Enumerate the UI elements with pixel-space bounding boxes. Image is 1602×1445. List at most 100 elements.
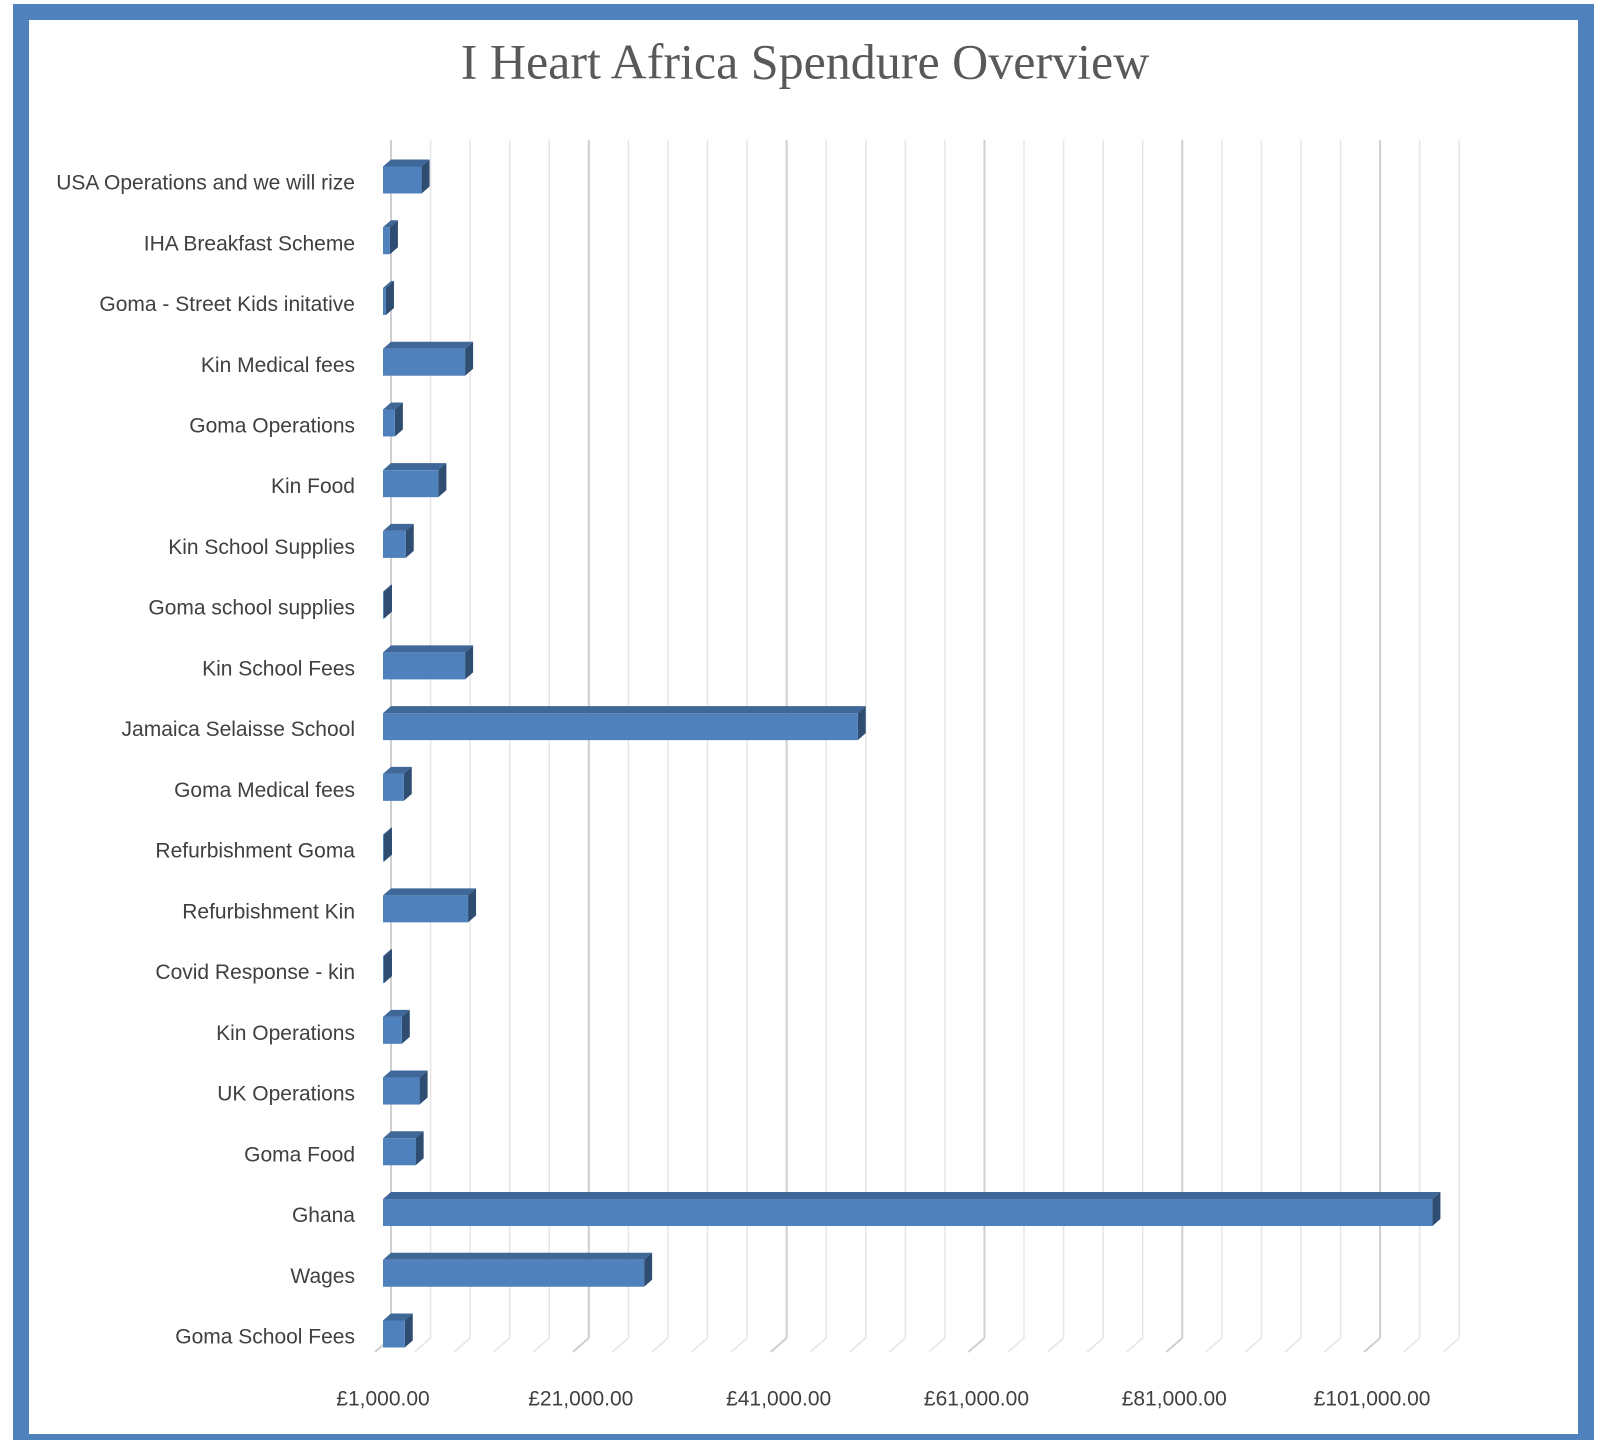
y-tick-label: Goma Operations xyxy=(189,414,355,437)
bar-top xyxy=(383,1131,424,1139)
minor-grid-line-floor xyxy=(414,1337,432,1353)
bar-front xyxy=(383,530,406,558)
bar-side xyxy=(383,584,392,619)
minor-grid-line-floor xyxy=(1442,1337,1460,1353)
bar-side xyxy=(857,706,866,741)
bar-front xyxy=(383,834,384,862)
bar-top xyxy=(383,949,392,957)
minor-grid-line-floor xyxy=(493,1337,511,1353)
x-tick-label: £41,000.00 xyxy=(726,1388,831,1411)
minor-grid-line-floor xyxy=(1244,1337,1262,1353)
minor-grid-line-floor xyxy=(651,1337,669,1353)
bar-front xyxy=(383,773,404,801)
bar xyxy=(383,1131,424,1166)
bar-top xyxy=(383,1009,410,1017)
x-tick-label: £101,000.00 xyxy=(1314,1388,1431,1411)
minor-grid-line-floor xyxy=(928,1337,946,1353)
bar-front xyxy=(383,470,439,498)
minor-grid-line-floor xyxy=(1047,1337,1065,1353)
bar xyxy=(383,584,392,619)
bar xyxy=(383,1009,410,1044)
bar-side xyxy=(465,645,474,680)
bar xyxy=(383,766,412,801)
bar-top xyxy=(383,706,866,714)
bar xyxy=(383,888,477,923)
bar-front xyxy=(383,713,858,741)
bar-side xyxy=(404,1313,413,1348)
bar-top xyxy=(383,159,430,167)
bar-side xyxy=(465,341,474,376)
bar xyxy=(383,706,866,741)
bar xyxy=(383,402,403,437)
bar xyxy=(383,463,447,498)
bar xyxy=(383,827,392,862)
bar-front xyxy=(383,956,384,984)
y-tick-label: Kin Food xyxy=(271,475,355,498)
bar-top xyxy=(383,645,474,653)
minor-grid-line-floor xyxy=(1324,1337,1342,1353)
bar-top xyxy=(383,1252,653,1260)
bar-side xyxy=(644,1252,653,1287)
minor-grid-line-floor xyxy=(532,1337,550,1353)
minor-grid-line-floor xyxy=(453,1337,471,1353)
bar xyxy=(383,523,414,558)
bar-side xyxy=(383,827,392,862)
bar-top xyxy=(383,584,392,592)
bar-side xyxy=(419,1070,428,1105)
minor-grid-line-floor xyxy=(611,1337,629,1353)
y-tick-label: Goma Medical fees xyxy=(174,779,355,802)
bar-top xyxy=(383,1192,1441,1200)
minor-grid-line-floor xyxy=(691,1337,709,1353)
y-tick-label: Goma Food xyxy=(244,1143,355,1166)
bar-side xyxy=(383,949,392,984)
bar-front xyxy=(383,591,384,619)
bar xyxy=(383,280,394,315)
minor-grid-line-floor xyxy=(1205,1337,1223,1353)
y-tick-label: UK Operations xyxy=(217,1083,355,1106)
bar-side xyxy=(421,159,430,194)
bar-front xyxy=(383,652,466,680)
bar xyxy=(383,341,474,376)
grid-line-floor xyxy=(967,1337,986,1353)
bar xyxy=(383,1070,428,1105)
grid-line-floor xyxy=(572,1337,590,1353)
grid-line-floor xyxy=(1363,1337,1381,1353)
bar-front xyxy=(383,1016,402,1044)
bar-side xyxy=(415,1131,424,1166)
bar-top xyxy=(383,1070,428,1078)
grid-line-floor xyxy=(1165,1337,1183,1353)
bar xyxy=(383,949,392,984)
y-tick-label: Jamaica Selaisse School xyxy=(122,718,355,741)
bar-front xyxy=(383,409,395,437)
bar-front xyxy=(383,287,386,315)
y-tick-label: Goma School Fees xyxy=(175,1326,355,1349)
y-tick-label: USA Operations and we will rize xyxy=(56,172,355,195)
bar xyxy=(383,1192,1441,1227)
bar-top xyxy=(383,888,477,896)
bar-side xyxy=(403,766,412,801)
bar-front xyxy=(383,1199,1433,1227)
bar-front xyxy=(383,895,469,923)
bar xyxy=(383,220,398,255)
bar-top xyxy=(383,523,414,531)
minor-grid-line-floor xyxy=(849,1337,867,1353)
bar-top xyxy=(383,463,447,471)
bar-side xyxy=(1432,1192,1441,1227)
minor-grid-line-floor xyxy=(730,1337,748,1353)
y-tick-label: Kin Operations xyxy=(216,1022,355,1045)
bar-side xyxy=(438,463,447,498)
minor-grid-line-floor xyxy=(809,1337,827,1353)
y-tick-label: Kin School Supplies xyxy=(168,536,355,559)
bar-top xyxy=(383,827,392,835)
y-tick-label: Kin School Fees xyxy=(202,657,355,680)
bar-front xyxy=(383,1259,645,1287)
y-tick-label: Kin Medical fees xyxy=(201,354,355,377)
minor-grid-line-floor xyxy=(1086,1337,1104,1353)
bar-front xyxy=(383,1077,420,1105)
bar-top xyxy=(383,341,474,349)
y-tick-label: Wages xyxy=(290,1265,355,1288)
bar xyxy=(383,159,430,194)
y-tick-label: Ghana xyxy=(292,1204,355,1227)
